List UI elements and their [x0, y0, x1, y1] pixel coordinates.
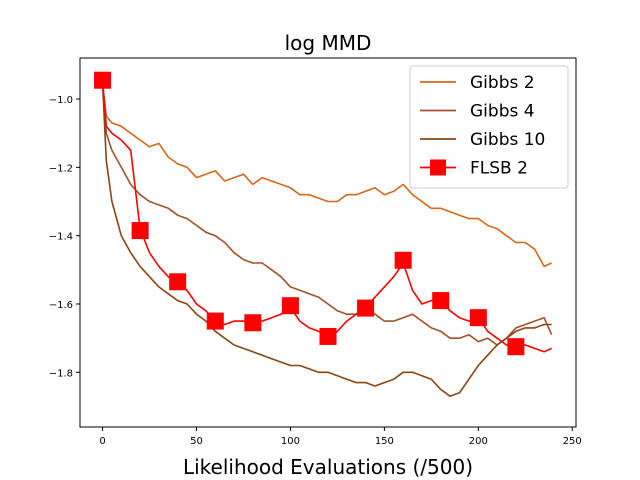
x-tick-label: 250	[563, 436, 582, 447]
flsb-2-marker	[394, 251, 412, 269]
flsb-2-marker	[244, 314, 262, 332]
legend-label-gibbs-4: Gibbs 4	[470, 102, 535, 122]
x-tick-label: 100	[281, 436, 300, 447]
flsb-2-marker	[131, 222, 149, 240]
y-tick-label: −1.2	[49, 163, 73, 174]
chart-title: log MMD	[285, 31, 372, 55]
y-tick-label: −1.4	[49, 232, 73, 243]
legend-label-gibbs-10: Gibbs 10	[470, 130, 545, 150]
x-tick-label: 150	[375, 436, 394, 447]
plot-area	[94, 71, 553, 398]
legend-label-flsb-2: FLSB 2	[470, 159, 528, 179]
legend: Gibbs 2 Gibbs 4 Gibbs 10 FLSB 2	[409, 65, 569, 189]
flsb-2-marker	[507, 338, 525, 356]
series-line-gibbs-2	[101, 81, 552, 268]
x-tick-label: 0	[99, 436, 105, 447]
y-tick-label: −1.8	[49, 368, 73, 379]
legend-label-gibbs-2: Gibbs 2	[470, 73, 535, 93]
series-line-gibbs-4	[101, 81, 553, 346]
series-line-gibbs-10	[101, 81, 552, 398]
x-axis-label: Likelihood Evaluations (/500)	[183, 455, 473, 479]
flsb-2-marker	[319, 327, 337, 345]
flsb-2-marker	[169, 273, 187, 291]
flsb-2-marker	[469, 309, 487, 327]
x-axis: 0 50 100 150 200 250	[99, 427, 582, 447]
legend-marker-flsb-2	[430, 159, 446, 176]
y-tick-label: −1.0	[49, 95, 73, 106]
x-tick-label: 200	[469, 436, 488, 447]
flsb-2-marker	[432, 292, 450, 310]
flsb-2-marker	[281, 297, 299, 315]
flsb-2-marker	[206, 312, 224, 330]
plot-frame	[79, 57, 577, 428]
x-tick-label: 50	[190, 436, 203, 447]
y-tick-label: −1.6	[49, 300, 73, 311]
flsb-2-marker	[94, 71, 112, 89]
y-axis: −1.0 −1.2 −1.4 −1.6 −1.8	[49, 95, 80, 379]
legend-frame	[409, 65, 569, 189]
flsb-2-marker	[357, 299, 375, 317]
